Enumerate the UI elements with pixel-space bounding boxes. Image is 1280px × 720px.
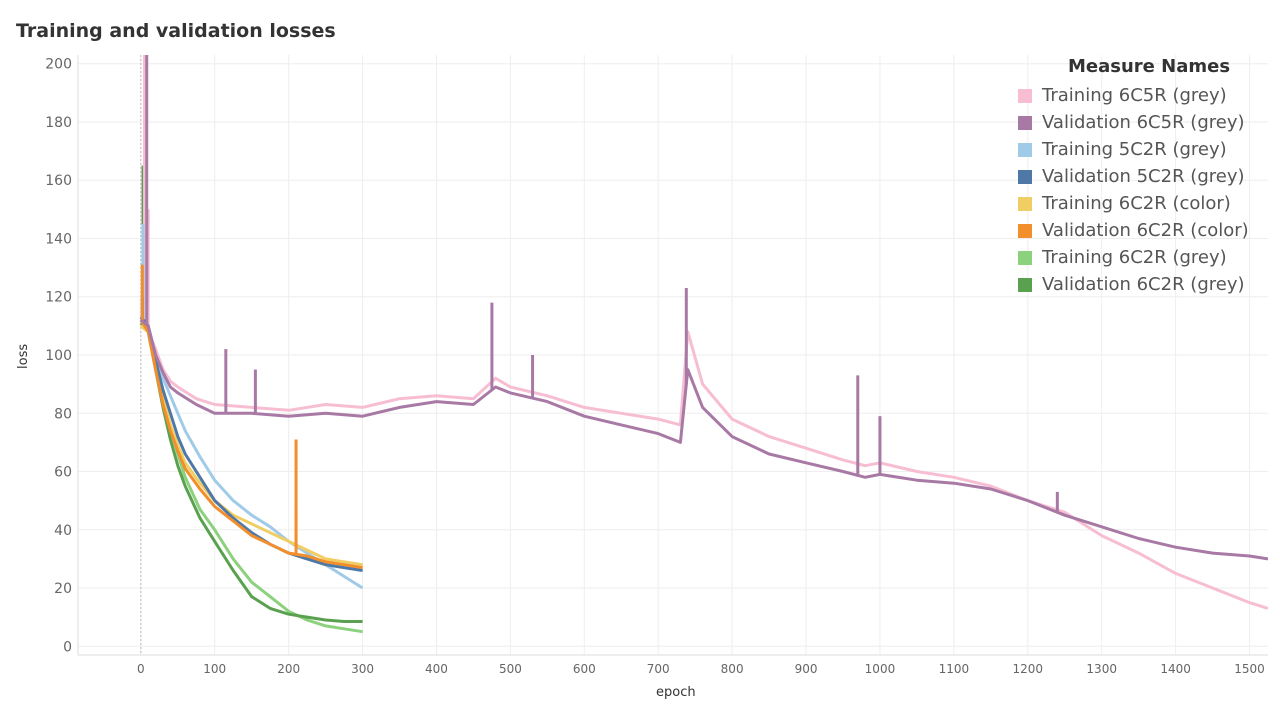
legend-title: Measure Names [1068,56,1231,77]
x-tick-label: 0 [137,662,145,676]
y-tick-label: 120 [45,290,72,306]
legend-label: Training 6C2R (grey) [1042,247,1227,268]
y-axis-title: loss [16,343,31,369]
legend-label: Training 5C2R (grey) [1042,139,1227,160]
x-tick-label: 1100 [939,662,970,676]
x-tick-label: 300 [351,662,374,676]
x-tick-label: 700 [647,662,670,676]
legend-label: Training 6C2R (color) [1042,193,1231,214]
legend-item: Training 6C2R (grey) [1018,244,1276,271]
legend-item: Validation 6C2R (color) [1018,217,1276,244]
legend-label: Validation 6C2R (grey) [1042,274,1245,295]
y-tick-label: 60 [54,465,72,481]
y-tick-label: 140 [45,231,72,247]
legend-item: Validation 6C5R (grey) [1018,109,1276,136]
legend-label: Validation 6C2R (color) [1042,220,1249,241]
legend-label: Training 6C5R (grey) [1042,85,1227,106]
legend-item: Validation 6C2R (grey) [1018,271,1276,298]
legend-swatch [1018,115,1032,130]
x-tick-label: 200 [277,662,300,676]
legend: Measure Names Training 6C5R (grey) Valida… [1018,56,1276,298]
series-line [139,324,1268,610]
y-tick-label: 100 [45,348,72,364]
legend-swatch [1018,223,1032,238]
legend-item: Training 6C5R (grey) [1018,82,1276,109]
x-tick-label: 1400 [1160,662,1191,676]
legend-swatch [1018,169,1032,184]
y-tick-label: 20 [54,581,72,597]
legend-item: Validation 5C2R (grey) [1018,163,1276,190]
legend-label: Validation 6C5R (grey) [1042,112,1245,133]
chart-title: Training and validation losses [16,20,336,42]
legend-swatch [1018,277,1032,292]
series-line [139,324,363,634]
x-tick-label: 1500 [1234,662,1265,676]
y-tick-label: 0 [63,639,72,655]
x-tick-label: 800 [721,662,744,676]
legend-item: Training 6C2R (color) [1018,190,1276,217]
legend-swatch [1018,142,1032,157]
y-tick-label: 200 [45,57,72,73]
x-tick-label: 1000 [865,662,896,676]
series-line [139,322,363,623]
x-tick-label: 500 [499,662,522,676]
x-tick-label: 600 [573,662,596,676]
x-tick-label: 1300 [1086,662,1117,676]
legend-swatch [1018,88,1032,103]
x-tick-label: 900 [795,662,818,676]
y-tick-label: 180 [45,115,72,131]
x-tick-label: 1200 [1013,662,1044,676]
x-tick-label: 100 [203,662,226,676]
legend-item: Training 5C2R (grey) [1018,136,1276,163]
series-line [139,318,1268,561]
legend-swatch [1018,250,1032,265]
legend-label: Validation 5C2R (grey) [1042,166,1245,187]
y-tick-label: 160 [45,173,72,189]
x-tick-label: 400 [425,662,448,676]
legend-swatch [1018,196,1032,211]
series-line [139,316,363,572]
x-axis-title: epoch [656,685,696,700]
y-tick-label: 80 [54,406,72,422]
y-tick-label: 40 [54,523,72,539]
series-line [139,319,363,570]
